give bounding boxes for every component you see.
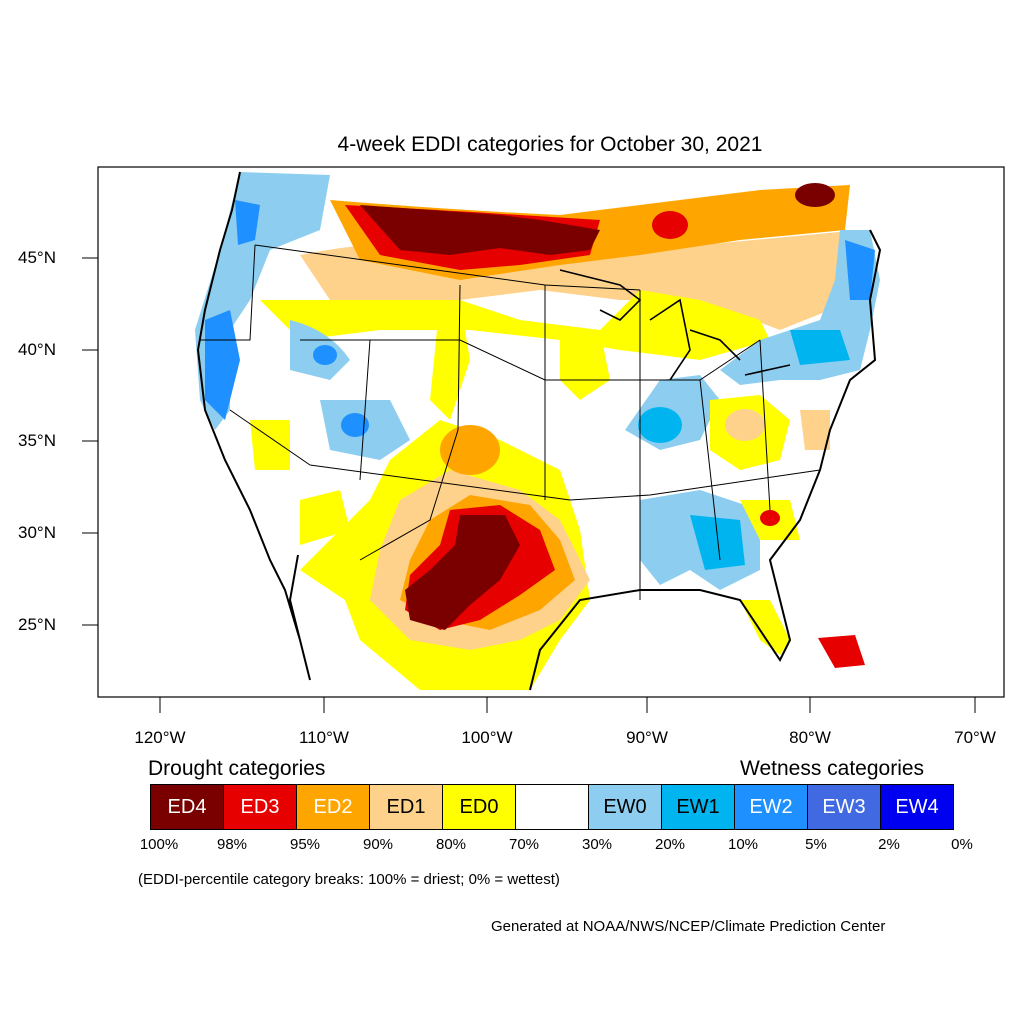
great-lakes bbox=[559, 269, 791, 381]
legend-swatch: EW4 bbox=[880, 784, 954, 830]
ed4-region-north bbox=[360, 205, 600, 255]
legend-break-label: 2% bbox=[878, 836, 900, 853]
lat-label: 45°N bbox=[18, 248, 56, 267]
lat-label: 25°N bbox=[18, 615, 56, 634]
legend-break-label: 20% bbox=[654, 836, 686, 853]
map-field bbox=[195, 170, 882, 691]
lon-label: 80°W bbox=[789, 728, 831, 747]
legend-swatch: EW1 bbox=[661, 784, 735, 830]
legend-break-label: 80% bbox=[435, 836, 467, 853]
legend-swatch: ED4 bbox=[150, 784, 224, 830]
legend-swatch: EW0 bbox=[588, 784, 662, 830]
legend-swatch: ED3 bbox=[223, 784, 297, 830]
lon-label: 90°W bbox=[626, 728, 668, 747]
lat-label: 35°N bbox=[18, 431, 56, 450]
legend-swatch: ED0 bbox=[442, 784, 516, 830]
legend-break-label: 100% bbox=[139, 836, 179, 853]
legend-swatch: EW3 bbox=[807, 784, 881, 830]
map-frame bbox=[97, 166, 1005, 698]
legend-break-label: 0% bbox=[951, 836, 973, 853]
legend-break-label: 5% bbox=[805, 836, 827, 853]
lat-label: 40°N bbox=[18, 340, 56, 359]
wetness-categories-heading: Wetness categories bbox=[740, 757, 925, 780]
legend-break-label: 70% bbox=[508, 836, 540, 853]
legend-swatch: EW2 bbox=[734, 784, 808, 830]
lon-label: 110°W bbox=[299, 728, 349, 747]
lon-label: 70°W bbox=[954, 728, 996, 747]
lon-ticks bbox=[159, 697, 976, 713]
lat-label: 30°N bbox=[18, 523, 56, 542]
legend-break-label: 95% bbox=[289, 836, 321, 853]
ed0-region-north bbox=[260, 290, 770, 360]
category-note: (EDDI-percentile category breaks: 100% =… bbox=[138, 871, 560, 888]
lon-label: 120°W bbox=[134, 728, 186, 747]
legend-break-label: 98% bbox=[216, 836, 248, 853]
lon-label: 100°W bbox=[461, 728, 513, 747]
map-title: 4-week EDDI categories for October 30, 2… bbox=[337, 133, 763, 156]
legend-break-label: 90% bbox=[362, 836, 394, 853]
credit-line: Generated at NOAA/NWS/NCEP/Climate Predi… bbox=[491, 918, 886, 935]
legend-swatch bbox=[515, 784, 589, 830]
legend-break-label: 10% bbox=[727, 836, 759, 853]
lat-ticks bbox=[82, 257, 98, 626]
legend-swatch: ED1 bbox=[369, 784, 443, 830]
ed4-region-south bbox=[405, 515, 520, 630]
legend-swatch: ED2 bbox=[296, 784, 370, 830]
drought-categories-heading: Drought categories bbox=[148, 757, 326, 780]
legend-break-label: 30% bbox=[581, 836, 613, 853]
state-borders bbox=[200, 244, 821, 600]
